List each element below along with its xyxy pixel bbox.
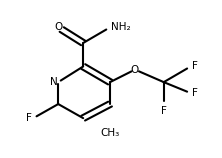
Text: N: N (50, 77, 57, 87)
Text: F: F (26, 113, 32, 123)
Text: CH₃: CH₃ (100, 128, 120, 138)
Text: F: F (161, 106, 167, 116)
Text: O: O (54, 22, 62, 32)
Text: O: O (131, 65, 139, 75)
Text: F: F (192, 61, 197, 71)
Text: F: F (192, 88, 197, 98)
Text: NH₂: NH₂ (111, 22, 131, 32)
